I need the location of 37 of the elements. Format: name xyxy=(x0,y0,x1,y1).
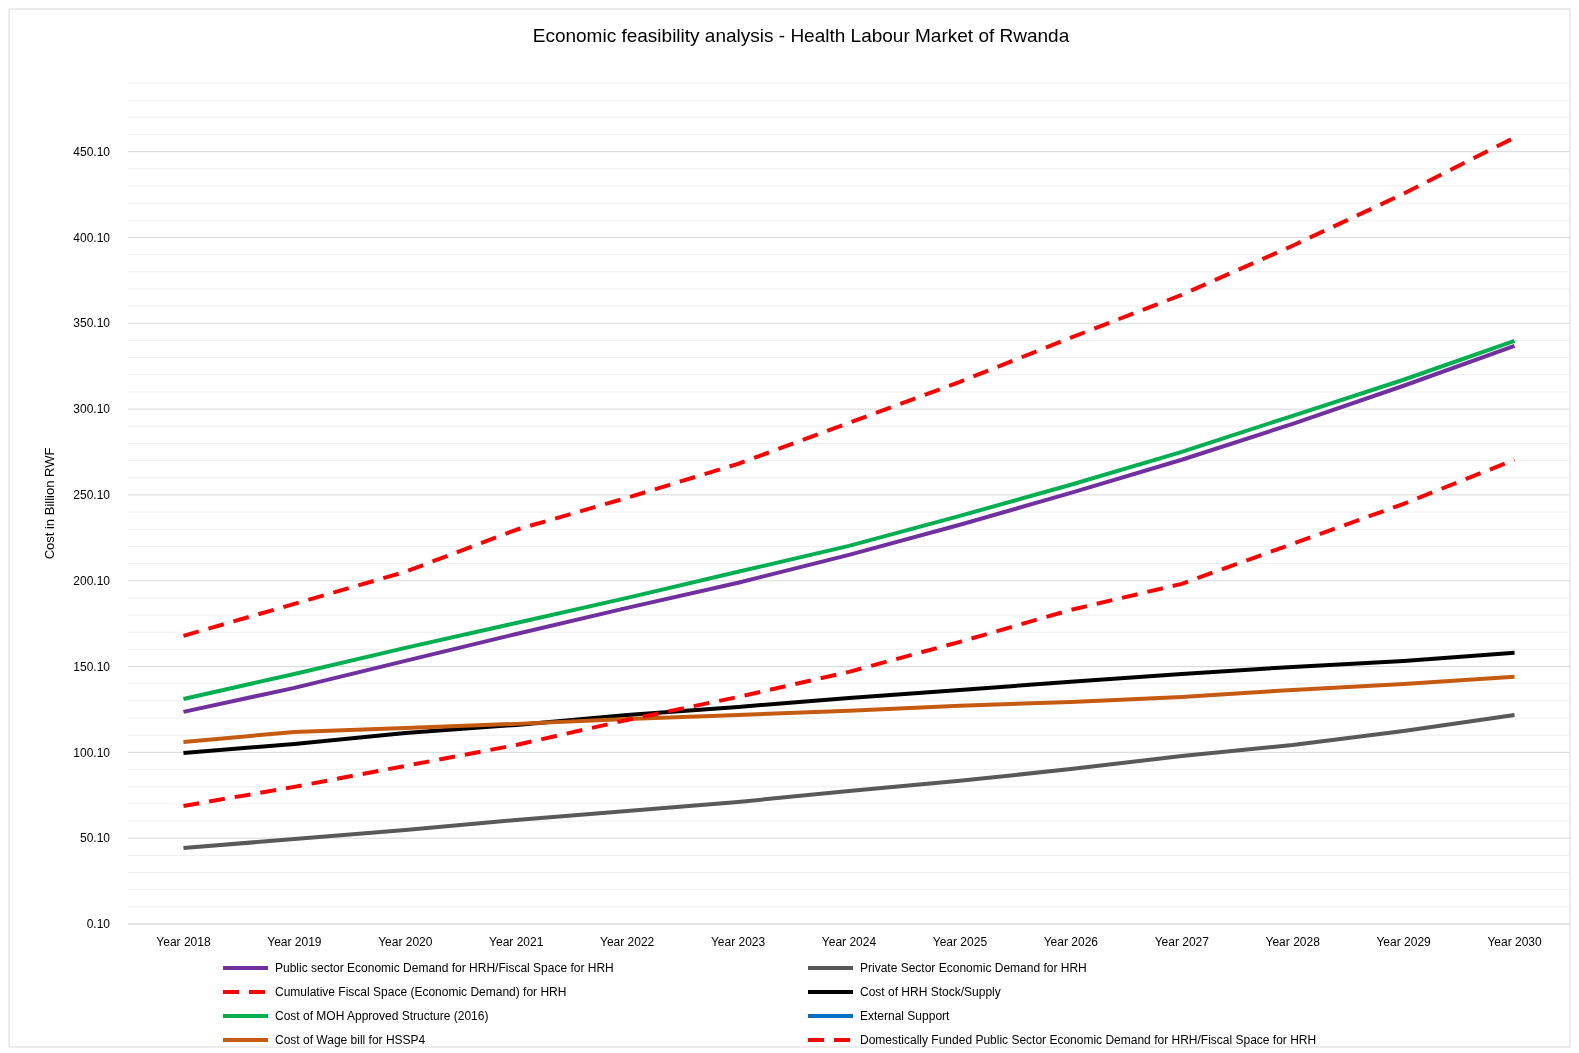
x-tick-label: Year 2019 xyxy=(267,935,322,949)
legend-label: Private Sector Economic Demand for HRH xyxy=(860,961,1087,976)
x-tick-label: Year 2025 xyxy=(932,935,988,949)
y-tick-label: 200.10 xyxy=(73,573,111,588)
y-tick-label: 250.10 xyxy=(73,488,111,503)
y-tick-label: 350.10 xyxy=(73,316,111,331)
y-tick-label: 0.10 xyxy=(86,917,111,932)
y-tick-label: 100.10 xyxy=(73,745,111,760)
legend-label: Cost of Wage bill for HSSP4 xyxy=(275,1033,426,1048)
y-axis-title: Cost in Billion RWF xyxy=(42,447,57,560)
x-tick-label: Year 2023 xyxy=(710,935,766,949)
x-tick-label: Year 2029 xyxy=(1376,935,1432,949)
legend-label: Cost of MOH Approved Structure (2016) xyxy=(275,1009,489,1024)
line-series xyxy=(181,650,1517,755)
y-tick-label: 300.10 xyxy=(73,402,111,417)
x-tick-label: Year 2018 xyxy=(156,935,211,949)
y-tick-label: 50.10 xyxy=(79,831,111,846)
line-series xyxy=(181,712,1517,850)
line-series xyxy=(181,457,1517,808)
x-tick-label: Year 2024 xyxy=(821,935,877,949)
y-tick-label: 150.10 xyxy=(73,659,111,674)
x-tick-label: Year 2021 xyxy=(489,935,544,949)
line-series xyxy=(181,674,1517,744)
legend-label: Cumulative Fiscal Space (Economic Demand) for HRH xyxy=(275,985,567,1000)
y-tick-label: 450.10 xyxy=(73,144,111,159)
x-tick-label: Year 2027 xyxy=(1154,935,1210,949)
x-tick-label: Year 2030 xyxy=(1487,935,1542,949)
legend-label: Cost of HRH Stock/Supply xyxy=(860,985,1001,1000)
x-tick-label: Year 2022 xyxy=(600,935,655,949)
chart-title: Economic feasibility analysis - Health Labour Market of Rwanda xyxy=(532,25,1070,46)
x-tick-label: Year 2026 xyxy=(1043,935,1099,949)
x-tick-label: Year 2020 xyxy=(378,935,433,949)
x-tick-label: Year 2028 xyxy=(1265,935,1321,949)
legend-label: Domestically Funded Public Sector Economic Demand for HRH/Fiscal Space for HRH xyxy=(860,1033,1317,1048)
y-tick-label: 400.10 xyxy=(73,230,111,245)
legend-label: External Support xyxy=(860,1009,951,1024)
legend-label: Public sector Economic Demand for HRH/Fiscal Space for HRH xyxy=(275,961,614,976)
